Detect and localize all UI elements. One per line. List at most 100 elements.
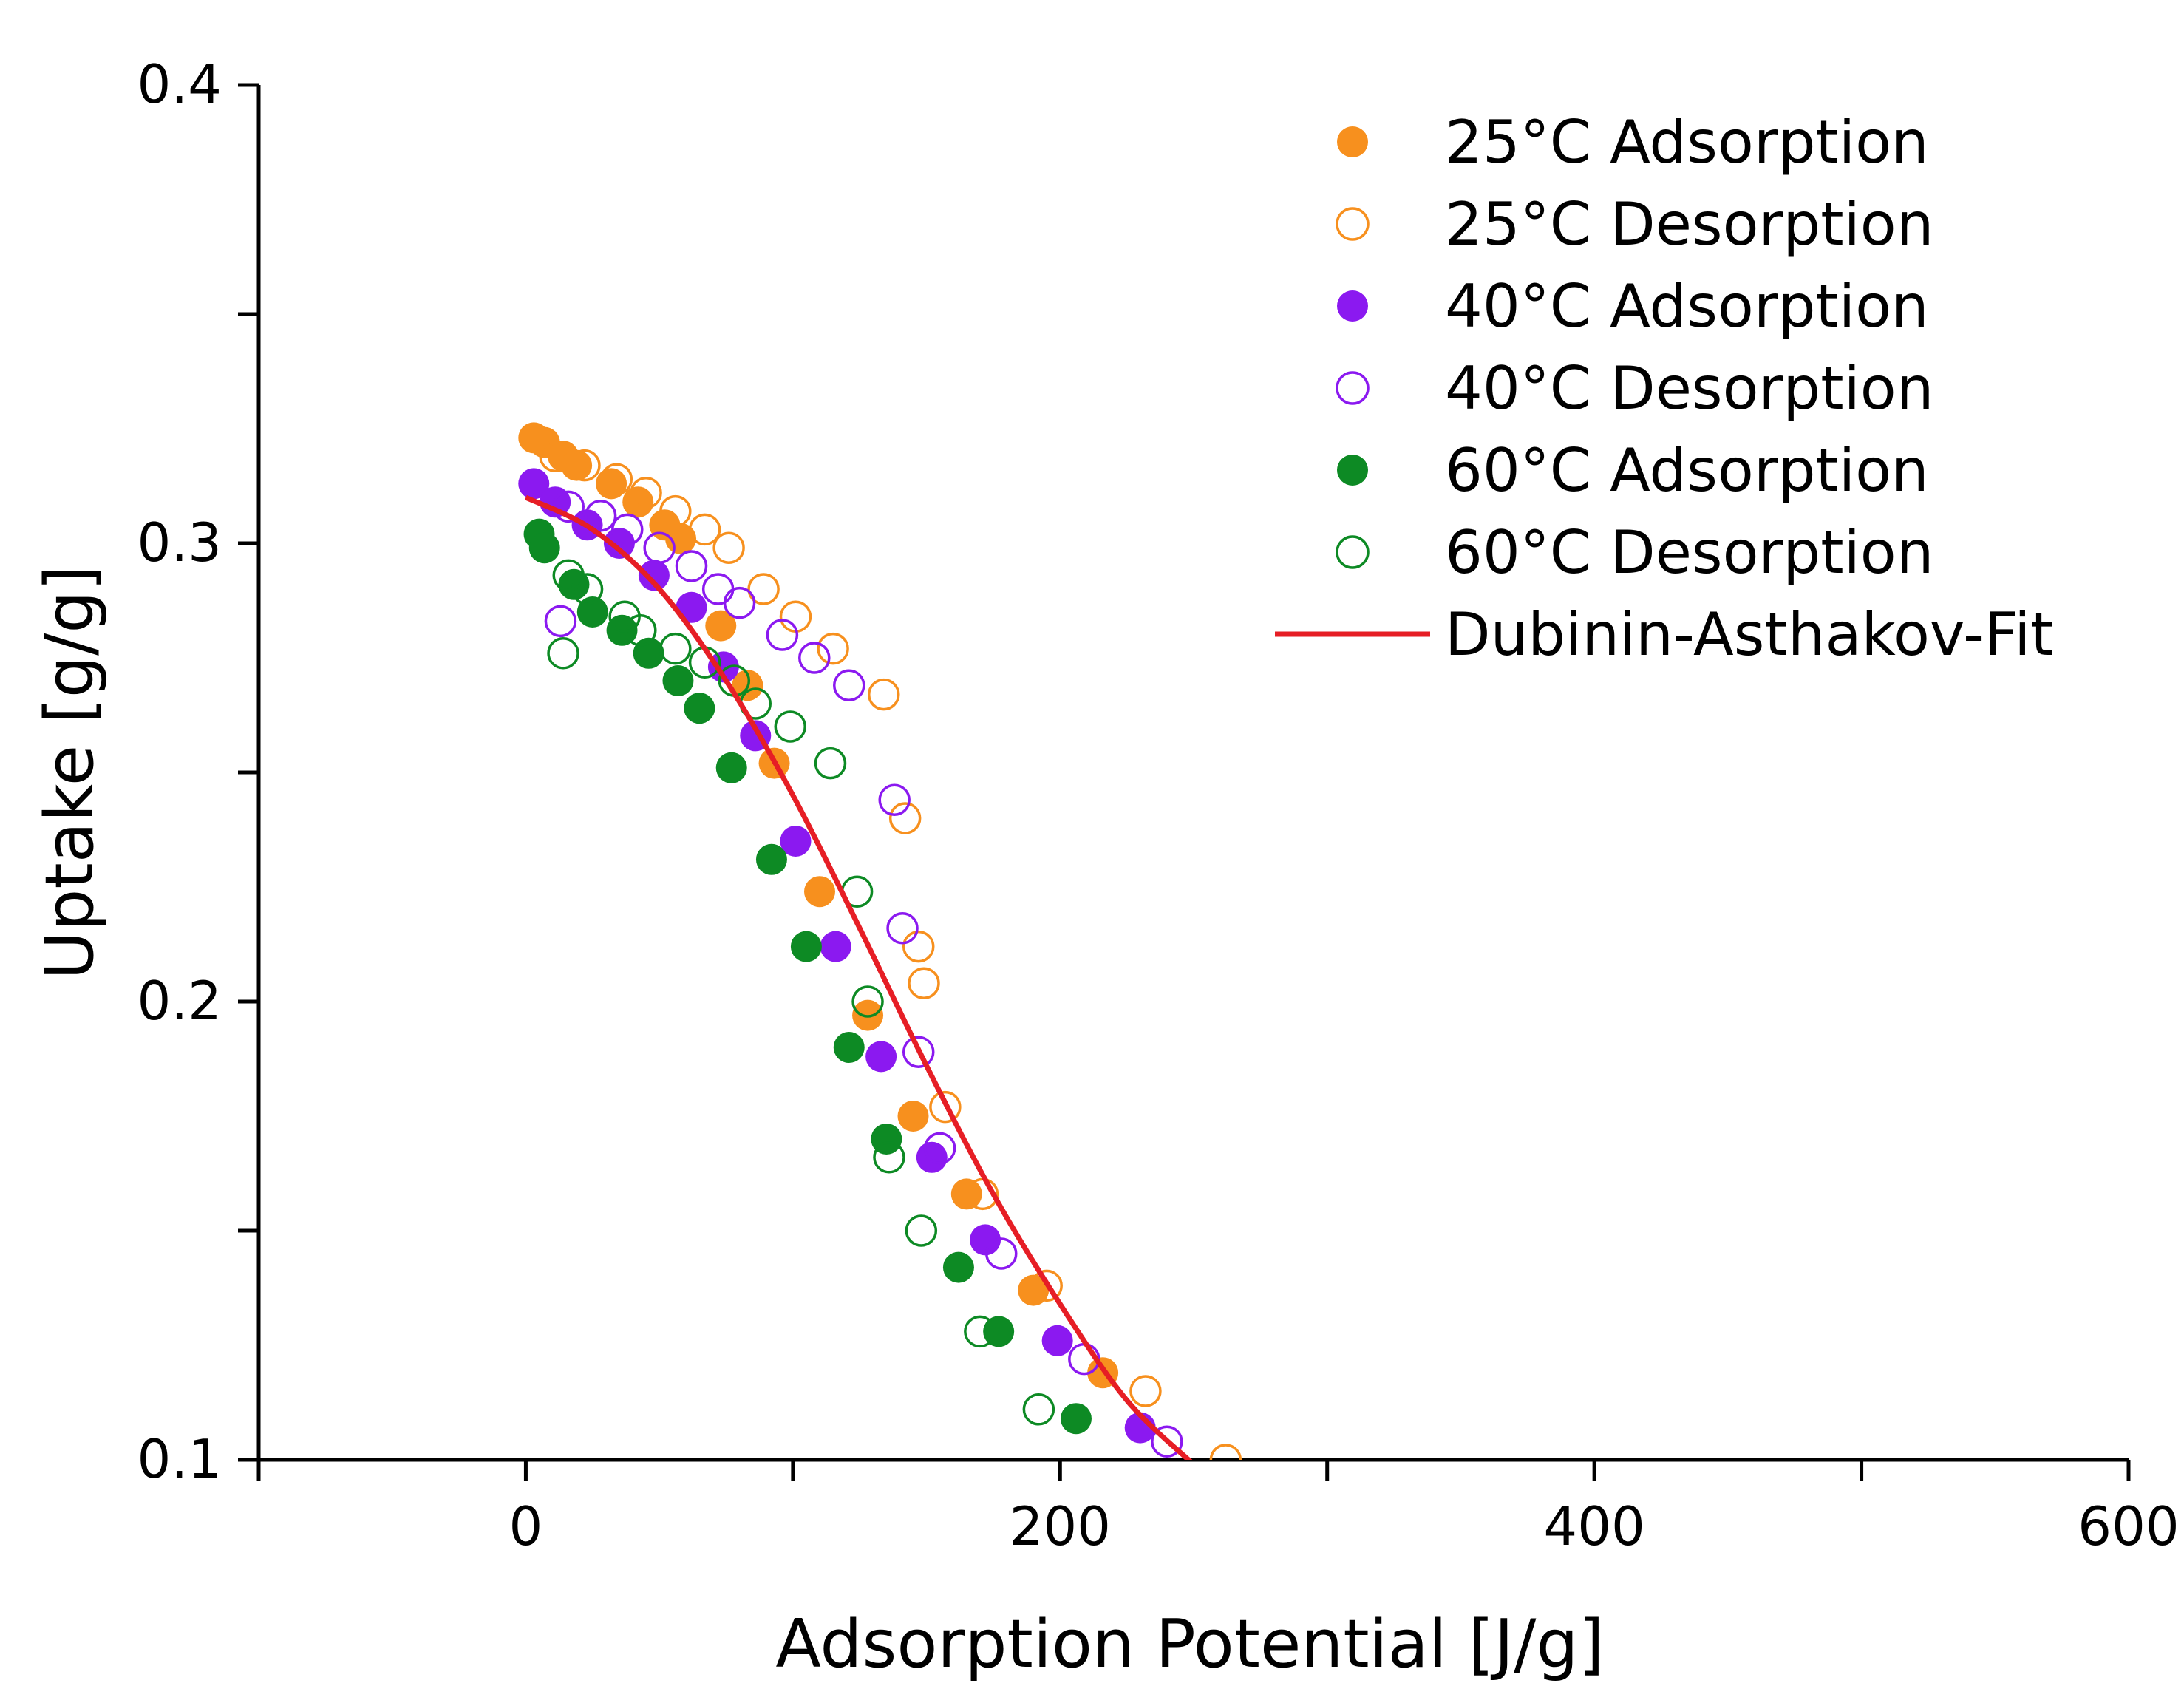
series-2 bbox=[518, 468, 1156, 1444]
data-point-filled bbox=[833, 1032, 865, 1063]
data-point-hollow bbox=[643, 531, 676, 564]
data-point-filled bbox=[1041, 1325, 1073, 1356]
legend-marker bbox=[1337, 290, 1368, 322]
data-point-filled bbox=[638, 560, 670, 591]
data-point-filled bbox=[790, 931, 822, 962]
y-tick-label: 0.3 bbox=[137, 511, 222, 574]
data-point-filled bbox=[942, 1251, 974, 1283]
data-point-hollow bbox=[571, 573, 604, 605]
legend-item-6: Dubinin-Asthakov-Fit bbox=[1275, 600, 2054, 669]
data-point-hollow bbox=[814, 747, 847, 780]
data-point-hollow bbox=[600, 463, 633, 495]
data-point-hollow bbox=[659, 632, 692, 665]
data-point-hollow bbox=[568, 449, 601, 482]
data-point-filled bbox=[518, 468, 550, 500]
data-point-filled bbox=[528, 532, 560, 564]
legend-label: 25°C Desorption bbox=[1445, 190, 1933, 259]
data-point-filled bbox=[705, 610, 737, 642]
x-tick-label: 600 bbox=[2078, 1495, 2179, 1557]
data-point-hollow bbox=[584, 500, 617, 532]
legend-item-5: 60°C Desorption bbox=[1336, 518, 1933, 587]
data-point-hollow bbox=[923, 1132, 956, 1165]
data-point-hollow bbox=[878, 783, 911, 816]
data-point-hollow bbox=[867, 678, 900, 711]
data-point-hollow bbox=[544, 605, 577, 638]
legend-label: 40°C Adsorption bbox=[1445, 272, 1929, 341]
legend-marker bbox=[1336, 371, 1370, 405]
data-point-hollow bbox=[701, 573, 735, 605]
series-0 bbox=[518, 422, 1119, 1389]
data-point-filled bbox=[596, 468, 627, 500]
data-point-hollow bbox=[888, 802, 922, 834]
legend-label: 60°C Adsorption bbox=[1445, 436, 1929, 505]
data-point-hollow bbox=[547, 637, 579, 670]
data-point-hollow bbox=[873, 1141, 905, 1174]
data-point-hollow bbox=[659, 494, 692, 528]
data-point-filled bbox=[983, 1316, 1015, 1347]
data-point-filled bbox=[897, 1101, 929, 1132]
data-point-filled bbox=[916, 1141, 948, 1173]
data-point-hollow bbox=[766, 619, 799, 651]
data-point-hollow bbox=[929, 1090, 962, 1124]
x-tick-label: 200 bbox=[1010, 1495, 1111, 1557]
data-point-filled bbox=[755, 843, 787, 875]
data-point-hollow bbox=[1151, 1425, 1183, 1458]
data-point-hollow bbox=[712, 531, 745, 564]
data-point-hollow bbox=[1022, 1393, 1055, 1426]
data-point-filled bbox=[1060, 1403, 1092, 1435]
legend-marker bbox=[1337, 455, 1368, 486]
data-point-hollow bbox=[630, 477, 662, 509]
data-point-hollow bbox=[611, 513, 644, 546]
data-point-hollow bbox=[902, 1036, 935, 1068]
data-point-hollow bbox=[1030, 1269, 1063, 1302]
axes: 0 200 400 600 0.1 0.2 0.3 0.4 Adsorption Potenti… bbox=[31, 53, 2180, 1683]
x-tick-label: 0 bbox=[509, 1495, 543, 1557]
data-point-hollow bbox=[723, 586, 756, 619]
data-point-filled bbox=[820, 931, 851, 962]
data-point-hollow bbox=[625, 614, 657, 647]
data-point-filled bbox=[970, 1224, 1001, 1256]
legend-item-0: 25°C Adsorption bbox=[1337, 108, 1929, 177]
x-tick-label: 400 bbox=[1543, 1495, 1644, 1557]
legend-item-2: 40°C Adsorption bbox=[1337, 272, 1929, 341]
y-tick-label: 0.4 bbox=[137, 53, 222, 115]
data-point-hollow bbox=[1209, 1444, 1242, 1460]
data-point-hollow bbox=[905, 1214, 938, 1247]
data-point-hollow bbox=[675, 550, 708, 582]
data-point-filled bbox=[707, 651, 739, 683]
legend-item-4: 60°C Adsorption bbox=[1337, 436, 1929, 505]
y-tick-label: 0.1 bbox=[137, 1428, 222, 1490]
data-point-hollow bbox=[747, 573, 780, 605]
fit-line bbox=[524, 494, 1193, 1460]
legend: 25°C Adsorption 25°C Desorption 40°C Adsor… bbox=[1275, 108, 2054, 669]
data-point-filled bbox=[684, 693, 715, 724]
data-point-hollow bbox=[1129, 1375, 1162, 1407]
data-point-filled bbox=[576, 596, 608, 628]
y-axis-label: Uptake [g/g] bbox=[31, 565, 109, 979]
series-1 bbox=[539, 440, 1242, 1460]
data-point-hollow bbox=[833, 669, 865, 701]
legend-marker bbox=[1337, 126, 1368, 157]
data-point-hollow bbox=[798, 642, 831, 674]
data-point-hollow bbox=[539, 440, 571, 472]
series-3 bbox=[544, 490, 1183, 1458]
data-point-hollow bbox=[908, 967, 940, 999]
legend-label: 25°C Adsorption bbox=[1445, 108, 1929, 177]
data-point-hollow bbox=[902, 930, 935, 963]
data-point-filled bbox=[780, 826, 812, 857]
data-point-hollow bbox=[774, 710, 806, 743]
data-point-hollow bbox=[688, 513, 721, 546]
series-5 bbox=[547, 559, 1055, 1426]
legend-label: Dubinin-Asthakov-Fit bbox=[1445, 600, 2054, 669]
series-6 bbox=[524, 494, 1193, 1460]
legend-label: 60°C Desorption bbox=[1445, 518, 1933, 587]
data-point-hollow bbox=[817, 632, 849, 665]
data-point-filled bbox=[804, 876, 835, 908]
data-point-hollow bbox=[851, 985, 884, 1018]
legend-marker bbox=[1336, 207, 1370, 241]
data-point-hollow bbox=[886, 912, 919, 945]
x-axis-label: Adsorption Potential [J/g] bbox=[775, 1605, 1604, 1683]
data-point-filled bbox=[865, 1041, 897, 1073]
series-4 bbox=[523, 518, 1092, 1435]
